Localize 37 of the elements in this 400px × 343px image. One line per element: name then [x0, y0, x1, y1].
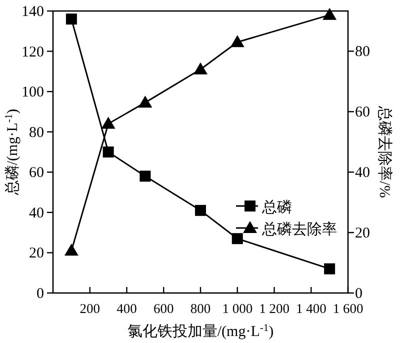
y2-axis-title: 总磷去除率/%	[376, 105, 393, 198]
y2-tick-label: 60	[355, 104, 370, 121]
point	[138, 96, 152, 108]
y-tick-label: 60	[29, 165, 44, 182]
point	[102, 146, 114, 158]
x-tick-label: 600	[154, 301, 174, 316]
point	[230, 35, 244, 48]
x-tick-label: 200	[80, 301, 100, 316]
y2-tick-label: 0	[355, 286, 362, 302]
y-tick-label: 120	[22, 44, 44, 60]
point	[194, 62, 208, 74]
point	[195, 204, 206, 216]
y2-tick-label: 40	[355, 165, 370, 182]
y2-tick-label: 20	[355, 226, 370, 242]
y-tick-label: 80	[29, 124, 44, 141]
point	[324, 263, 336, 274]
x-tick-label: 1 000	[222, 301, 253, 316]
x-tick-label: 800	[190, 301, 211, 316]
point	[322, 8, 337, 20]
point	[66, 14, 77, 25]
x-axis-title: 氯化铁投加量/(mg·L$^{-1}$)	[127, 322, 274, 340]
y-tick-label: 100	[22, 84, 44, 101]
y-tick-label: 0	[36, 286, 44, 302]
x-tick-label: 400	[116, 301, 138, 316]
legend-label: 总磷去除率	[261, 221, 337, 238]
point	[140, 170, 151, 182]
x-tick-label: 1 600	[332, 301, 364, 316]
point	[232, 233, 243, 244]
y-tick-label: 20	[29, 246, 44, 262]
x-tick-label: 1 200	[259, 301, 290, 316]
legend-label: 总磷	[261, 199, 292, 216]
point	[101, 116, 116, 129]
y-tick-label: 40	[29, 205, 44, 222]
y-tick-label: 140	[22, 4, 44, 20]
point	[64, 244, 78, 256]
x-tick-label: 1 400	[296, 301, 327, 316]
y2-tick-label: 80	[355, 44, 370, 60]
